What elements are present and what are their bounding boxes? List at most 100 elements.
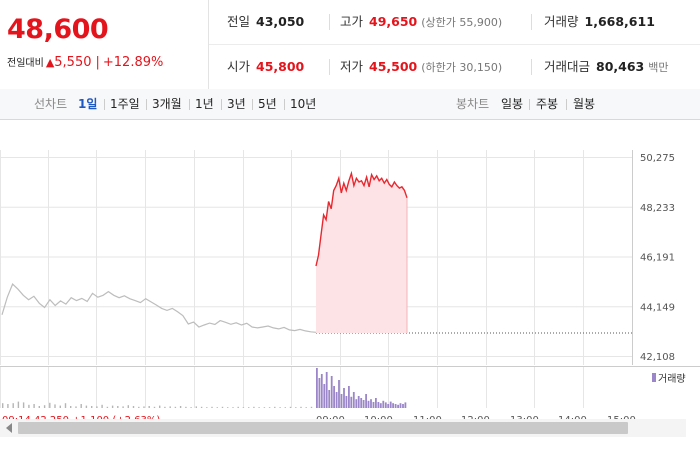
up-arrow-icon: ▲ <box>45 56 55 69</box>
volume-bar-prev <box>75 406 77 408</box>
volume-bar-prev <box>211 406 213 408</box>
stat-label: 거래대금 <box>544 59 591 74</box>
volume-bar-prev <box>7 404 9 408</box>
volume-bar-prev <box>106 406 109 408</box>
scrollbar-thumb[interactable] <box>18 422 628 434</box>
volume-bar-prev <box>122 406 124 408</box>
volume-bar-prev <box>143 406 145 408</box>
volume-legend-swatch <box>652 373 656 382</box>
stats-row-2: 시가 45,800 저가 45,500 (하한가 30,150) 거래대금 80,463 백만 <box>209 45 700 89</box>
stat-3: 거래량 1,668,611 <box>544 0 655 44</box>
tab-divider <box>529 99 530 110</box>
volume-bar-prev <box>17 401 20 408</box>
current-price: 48,600 <box>7 14 109 45</box>
volume-bar <box>370 399 372 408</box>
volume-bar-prev <box>195 406 197 408</box>
x-tick-label: 15:00 <box>607 415 636 420</box>
x-tick-label: 12:00 <box>461 415 490 420</box>
volume-legend: 거래량 <box>658 373 686 385</box>
volume-bar-prev <box>28 404 30 408</box>
volume-bar <box>384 402 387 408</box>
volume-bar <box>357 396 360 408</box>
volume-bar <box>348 386 350 408</box>
tab-period-1[interactable]: 1일 <box>78 97 98 111</box>
volume-bar <box>323 384 326 408</box>
stat-5: 저가 45,500 (하한가 30,150) <box>340 45 502 89</box>
stat-divider <box>531 14 532 30</box>
volume-bar-prev <box>258 407 260 408</box>
volume-bar-prev <box>289 406 292 408</box>
stat-value: 1,668,611 <box>584 14 655 29</box>
volume-bar-prev <box>305 407 307 408</box>
line-chart-label: 선차트 <box>34 97 68 111</box>
volume-bar-prev <box>59 405 61 408</box>
volume-bar-prev <box>138 406 140 408</box>
volume-bar <box>345 396 348 408</box>
tab-period-6[interactable]: 5년 <box>258 97 277 111</box>
volume-bar <box>372 402 375 408</box>
tab-period-7[interactable]: 10년 <box>290 97 317 111</box>
volume-bar-prev <box>164 406 166 408</box>
volume-bar-prev <box>49 402 51 408</box>
volume-bar-prev <box>91 406 93 408</box>
volume-bar-prev <box>80 404 82 408</box>
tab-divider <box>104 99 105 110</box>
candle-chart-label: 봉차트 <box>456 97 490 111</box>
volume-bar <box>375 398 377 408</box>
tab-candle-2[interactable]: 주봉 <box>536 97 559 111</box>
volume-bar-prev <box>64 403 67 408</box>
volume-bar-prev <box>179 406 182 408</box>
volume-bar <box>399 403 402 408</box>
tab-divider <box>566 99 567 110</box>
volume-bar-prev <box>279 407 281 408</box>
volume-bar-prev <box>117 406 119 408</box>
volume-bar <box>397 404 399 408</box>
volume-bar-prev <box>221 406 224 408</box>
chart-scrollbar[interactable] <box>0 419 686 437</box>
tab-period-5[interactable]: 3년 <box>227 97 246 111</box>
tab-candle-1[interactable]: 일봉 <box>501 97 524 111</box>
tab-candle-3[interactable]: 월봉 <box>573 97 596 111</box>
scroll-left-icon[interactable] <box>6 423 12 433</box>
volume-bar-prev <box>153 406 156 408</box>
volume-bar-prev <box>185 406 187 408</box>
volume-bar-prev <box>85 405 88 408</box>
volume-bar-prev <box>310 406 313 408</box>
volume-bar-prev <box>206 407 208 408</box>
x-tick-label: 09:00 <box>316 415 345 420</box>
volume-bar-prev <box>216 407 218 408</box>
volume-bar-prev <box>127 405 129 408</box>
change-label: 전일대비 <box>7 58 44 69</box>
stat-value: 80,463 <box>596 59 645 74</box>
tab-divider <box>189 99 190 110</box>
stat-6: 거래대금 80,463 백만 <box>544 45 669 89</box>
volume-bar-prev <box>227 407 229 408</box>
tab-period-4[interactable]: 1년 <box>195 97 214 111</box>
volume-bar <box>335 392 338 408</box>
volume-bar-prev <box>268 407 271 408</box>
volume-bar-prev <box>237 406 239 408</box>
volume-bar <box>387 404 390 408</box>
tab-divider <box>252 99 253 110</box>
tab-divider <box>146 99 147 110</box>
stat-label: 전일 <box>227 14 251 29</box>
y-tick-label: 44,149 <box>640 302 675 313</box>
tab-period-3[interactable]: 3개월 <box>152 97 182 111</box>
stat-sub: (하한가 30,150) <box>421 61 503 74</box>
volume-bar <box>340 394 343 408</box>
price-change: 전일대비 ▲5,550 | +12.89% <box>7 54 163 70</box>
tab-period-2[interactable]: 1주일 <box>110 97 140 111</box>
volume-bar <box>379 403 382 408</box>
stat-2: 고가 49,650 (상한가 55,900) <box>340 0 502 44</box>
volume-bar <box>333 386 335 408</box>
stat-label: 저가 <box>340 59 364 74</box>
volume-bar-prev <box>148 406 150 408</box>
start-price-label: 09:14 42,250 +1,100 (+2.63%) <box>2 415 160 420</box>
tab-divider <box>221 99 222 110</box>
volume-bar-prev <box>169 406 171 408</box>
volume-bar <box>355 399 358 408</box>
y-tick-label: 48,233 <box>640 203 675 214</box>
volume-bar <box>350 396 353 408</box>
stat-sub: (상한가 55,900) <box>421 16 503 29</box>
change-rate: +12.89% <box>102 55 164 70</box>
